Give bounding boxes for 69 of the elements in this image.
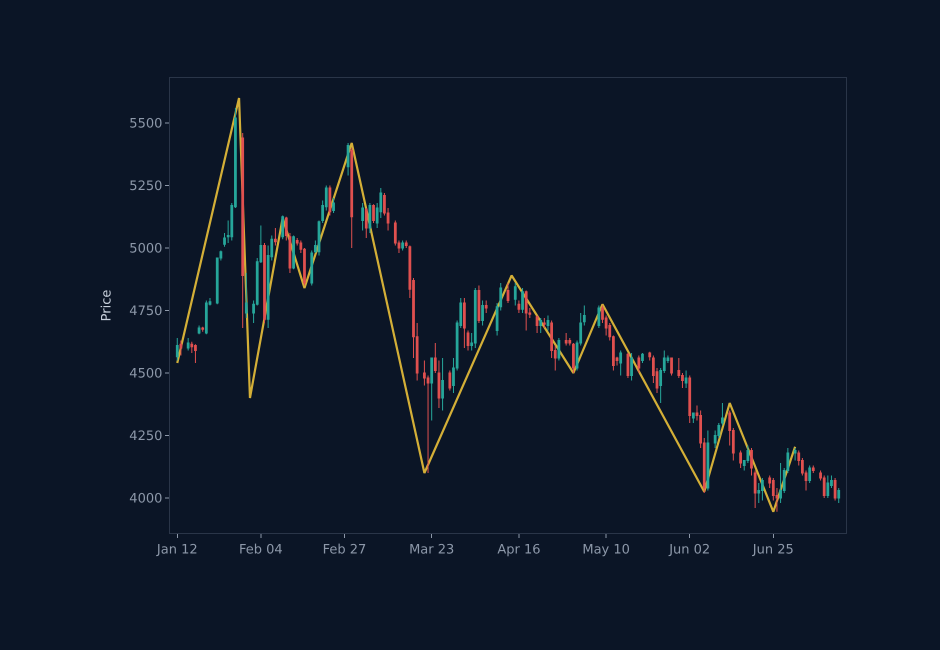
- y-tick-label: 4250: [129, 429, 162, 444]
- x-tick-label: Mar 23: [409, 542, 454, 558]
- candlestick: [524, 290, 528, 331]
- candlestick: [274, 228, 277, 246]
- candlestick: [241, 132, 244, 328]
- candlestick: [641, 352, 644, 364]
- candlestick: [761, 478, 764, 501]
- candlestick: [706, 430, 710, 491]
- candlestick: [292, 235, 295, 270]
- y-tick-label: 4500: [129, 366, 162, 382]
- candlestick: [176, 338, 179, 361]
- candlestick: [794, 448, 797, 461]
- candlestick: [180, 340, 182, 356]
- candlestick: [204, 300, 208, 335]
- candlestick: [484, 300, 488, 314]
- candlestick: [630, 352, 633, 381]
- candlestick: [637, 355, 640, 374]
- candlestick: [514, 282, 517, 306]
- candlestick: [506, 282, 510, 304]
- candlestick: [263, 242, 266, 324]
- candlestick: [536, 315, 538, 334]
- y-tick-label: 4750: [129, 304, 162, 320]
- candlestick: [834, 478, 836, 501]
- y-axis-title: Price: [99, 290, 114, 322]
- candlestick: [808, 465, 812, 484]
- y-tick-label: 5500: [129, 116, 162, 132]
- candlestick: [684, 370, 688, 388]
- candlestick: [546, 315, 550, 331]
- candlestick: [521, 288, 524, 314]
- y-tick-label: 4000: [129, 492, 162, 507]
- candlestick: [542, 318, 546, 328]
- x-tick-label: Jan 12: [156, 542, 198, 558]
- candlestick: [619, 350, 622, 376]
- candlestick: [582, 305, 586, 326]
- candlestick: [557, 338, 560, 361]
- candlestick: [692, 412, 695, 424]
- candlestick: [826, 475, 830, 498]
- y-tick-label: 5250: [129, 179, 162, 194]
- candlestick: [328, 185, 332, 216]
- x-tick-label: May 10: [582, 542, 630, 558]
- candlestick: [198, 325, 200, 335]
- candlestick: [812, 465, 815, 474]
- candlestick: [754, 470, 757, 508]
- candlestick: [310, 250, 314, 286]
- candlestick: [186, 338, 190, 351]
- x-tick-label: Apr 16: [497, 542, 540, 558]
- candlestick: [739, 450, 742, 468]
- candlestick: [539, 318, 542, 334]
- candlestick: [194, 344, 197, 364]
- x-tick-label: Jun 02: [668, 542, 710, 558]
- candlestick: [244, 272, 248, 318]
- candlestick: [750, 448, 753, 476]
- candlestick: [626, 352, 630, 378]
- candlestick: [564, 332, 568, 346]
- x-tick-label: Feb 27: [322, 542, 366, 558]
- x-tick-label: Feb 04: [239, 542, 283, 558]
- candlestick: [281, 215, 284, 240]
- candlestick: [332, 198, 335, 214]
- candlestick: [837, 488, 840, 504]
- x-tick-label: Jun 25: [752, 542, 794, 558]
- candlestick: [518, 300, 520, 314]
- candlestick: [201, 326, 204, 332]
- y-tick-label: 5000: [129, 242, 162, 257]
- candlestick: [648, 351, 652, 361]
- candlestick: [670, 358, 673, 376]
- candlestick: [346, 142, 350, 176]
- candlestick: [779, 462, 782, 504]
- candlestick: [597, 305, 600, 328]
- candlestick: [688, 375, 692, 424]
